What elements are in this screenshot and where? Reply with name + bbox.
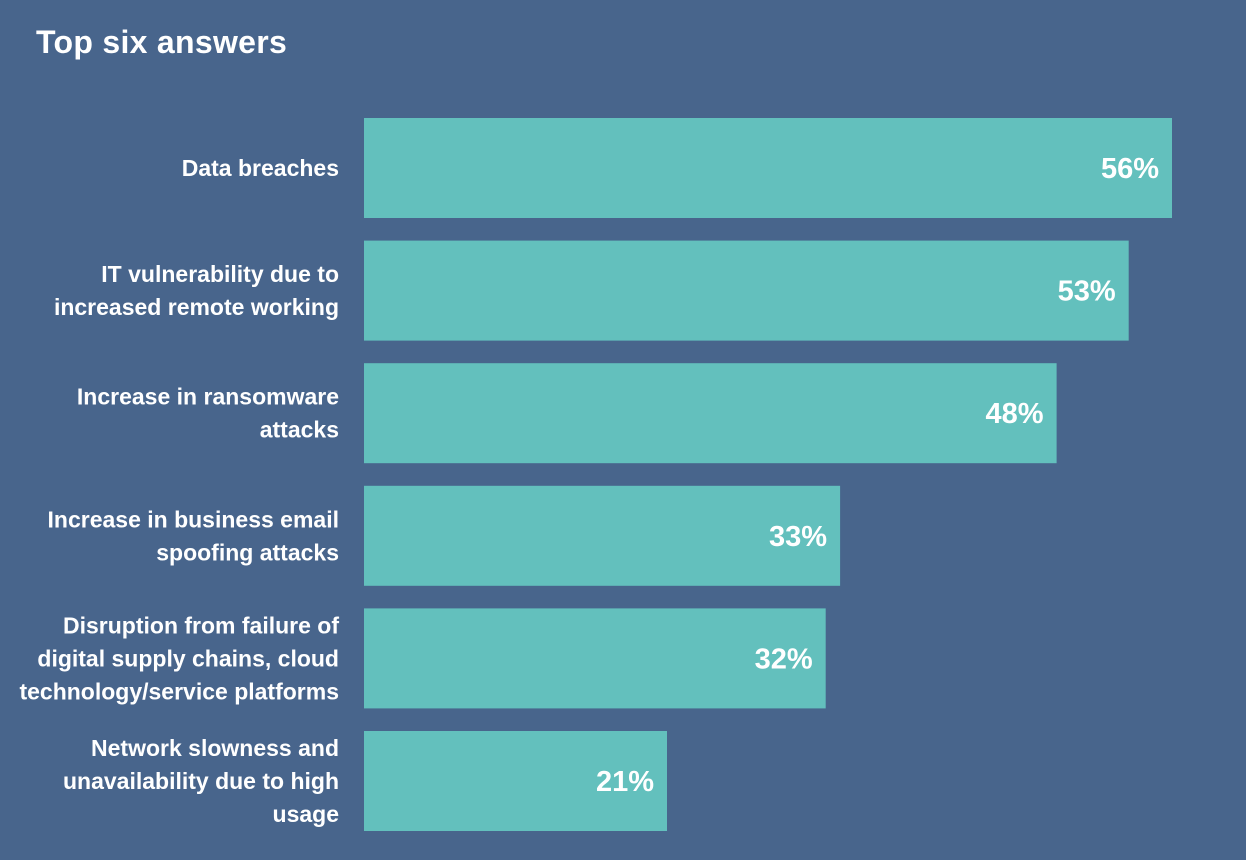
bar [364,731,667,831]
category-label-line: Data breaches [182,155,339,181]
bar [364,363,1057,464]
category-label-line: Increase in ransomware [77,384,339,410]
category-label: Network slowness and unavailability due t… [63,735,339,827]
category-label-line: Increase in business email [48,506,339,532]
category-label-line: unavailability due to high [63,768,339,794]
category-label: Data breaches [182,155,339,181]
bar [364,485,841,586]
value-label: 33% [769,521,827,553]
bar [364,608,826,709]
category-label-line: digital supply chains, cloud [37,645,339,671]
chart-title: Top six answers [36,24,288,60]
value-label: 48% [986,398,1044,430]
category-label: Increase in business email spoofing attac… [48,506,339,565]
bar [364,240,1129,341]
category-label-line: usage [273,801,339,827]
category-label: Increase in ransomware attacks [77,384,339,443]
category-label-line: spoofing attacks [156,539,339,565]
category-label: IT vulnerability due to increased remote … [54,261,339,320]
value-label: 56% [1101,153,1159,185]
category-label-line: increased remote working [54,294,339,320]
category-label-line: IT vulnerability due to [101,261,339,287]
value-label: 53% [1058,276,1116,308]
category-label-line: Disruption from failure of [63,612,339,638]
category-label-line: attacks [260,417,339,443]
value-label: 21% [596,766,654,798]
bar [364,118,1172,218]
category-label-line: Network slowness and [91,735,339,761]
category-label: Disruption from failure of digital supply… [19,612,339,704]
category-label-line: technology/service platforms [19,678,339,704]
value-label: 32% [755,643,813,675]
